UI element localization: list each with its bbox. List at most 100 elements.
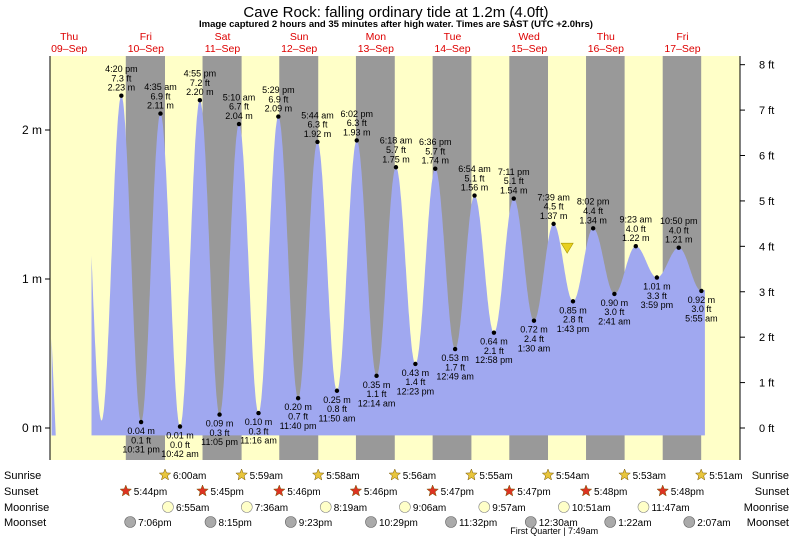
day-name-label: Sun bbox=[290, 31, 309, 43]
high-tide-label: 4:35 am bbox=[144, 82, 177, 92]
tide-point bbox=[354, 138, 359, 143]
high-tide-label: 6:18 am bbox=[380, 136, 413, 146]
moonrise-time: 8:19am bbox=[334, 503, 367, 514]
day-name-label: Wed bbox=[518, 31, 540, 43]
low-tide-label: 0.3 ft bbox=[210, 428, 231, 438]
high-tide-label: 10:50 pm bbox=[660, 216, 698, 226]
moonset-time: 10:29pm bbox=[379, 518, 418, 529]
chart-subtitle: Image captured 2 hours and 35 minutes af… bbox=[199, 19, 593, 30]
right-tick-label: 5 ft bbox=[759, 196, 774, 208]
sunset-icon bbox=[349, 484, 363, 497]
tide-point bbox=[158, 111, 163, 116]
low-tide-label: 0.09 m bbox=[206, 419, 234, 429]
moonrise-icon bbox=[478, 501, 491, 513]
sunrise-time: 6:00am bbox=[173, 471, 206, 482]
high-tide-label: 2.20 m bbox=[186, 87, 214, 97]
moonset-time: 7:06pm bbox=[138, 518, 171, 529]
high-tide-label: 7:11 pm bbox=[498, 167, 530, 177]
current-tide-marker bbox=[560, 242, 574, 254]
right-tick-label: 8 ft bbox=[759, 60, 774, 72]
high-tide-label: 7.3 ft bbox=[111, 73, 132, 83]
moonrise-icon bbox=[558, 501, 570, 513]
tide-point bbox=[433, 166, 438, 171]
high-tide-label: 5:10 am bbox=[223, 92, 256, 102]
low-tide-label: 0.8 ft bbox=[327, 404, 348, 414]
sunrise-icon bbox=[465, 468, 478, 481]
low-tide-label: 3.0 ft bbox=[604, 307, 625, 317]
moonset-time: 11:32pm bbox=[459, 518, 497, 529]
high-tide-label: 1.37 m bbox=[540, 211, 568, 221]
day-date-label: 12–Sep bbox=[281, 43, 317, 55]
axes: 0 m 1 m 2 m 0 ft 1 ft 2 ft 3 ft 4 ft 5 ft 6 ft 7 f… bbox=[22, 56, 774, 460]
high-tide-label: 2.11 m bbox=[147, 101, 174, 111]
tide-point bbox=[699, 288, 704, 294]
high-tide-label: 1.75 m bbox=[382, 154, 410, 164]
low-tide-label: 11:16 am bbox=[240, 436, 277, 446]
low-tide-label: 0.35 m bbox=[363, 380, 391, 390]
low-tide-label: 0.53 m bbox=[441, 353, 469, 363]
moonrise-icon bbox=[240, 501, 253, 513]
low-tide-label: 1.4 ft bbox=[405, 377, 426, 387]
tide-point bbox=[413, 361, 418, 367]
high-tide-label: 1.92 m bbox=[304, 129, 332, 139]
moonset-icon bbox=[284, 516, 297, 528]
high-tide-label: 1.93 m bbox=[343, 127, 371, 137]
high-tide-label: 1.54 m bbox=[500, 186, 528, 196]
low-tide-label: 0.10 m bbox=[245, 417, 273, 427]
day-name-label: Thu bbox=[597, 31, 615, 43]
low-tide-label: 12:14 am bbox=[358, 398, 396, 408]
low-tide-label: 0.85 m bbox=[559, 305, 587, 315]
sunset-icon bbox=[426, 484, 439, 497]
moonrise-icon bbox=[399, 501, 411, 513]
sunrise-icon bbox=[694, 468, 708, 481]
sunset-time: 5:48pm bbox=[671, 487, 704, 498]
sunrise-time: 5:51am bbox=[709, 471, 742, 482]
tide-point bbox=[256, 410, 261, 416]
high-tide-label: 9:23 am bbox=[620, 215, 653, 225]
high-tide-label: 4:55 pm bbox=[184, 69, 217, 79]
moonset-icon bbox=[604, 516, 617, 528]
low-tide-label: 0.0 ft bbox=[170, 440, 191, 450]
row-label-right: Sunrise bbox=[752, 470, 789, 482]
day-date-label: 14–Sep bbox=[434, 43, 470, 55]
high-tide-label: 6:36 pm bbox=[419, 137, 452, 147]
day-date-label: 11–Sep bbox=[205, 43, 241, 55]
tide-point bbox=[334, 388, 340, 393]
left-tick-label: 2 m bbox=[22, 123, 42, 137]
low-tide-label: 3.0 ft bbox=[691, 304, 712, 314]
high-tide-label: 6.9 ft bbox=[150, 91, 171, 101]
day-name-label: Tue bbox=[444, 31, 462, 43]
sunset-time: 5:46pm bbox=[287, 487, 320, 498]
day-date-label: 13–Sep bbox=[358, 43, 394, 55]
low-tide-label: 10:31 pm bbox=[122, 445, 160, 455]
high-tide-label: 6:02 pm bbox=[340, 109, 373, 119]
high-tide-label: 4:20 pm bbox=[105, 64, 138, 74]
sunset-icon bbox=[579, 484, 593, 497]
day-date-label: 17–Sep bbox=[664, 43, 700, 55]
day-headers: Thu09–SepFri10–SepSat11–SepSun12–SepMon1… bbox=[51, 31, 701, 55]
sunrise-time: 5:53am bbox=[633, 471, 666, 482]
day-date-label: 16–Sep bbox=[588, 43, 624, 55]
right-tick-label: 1 ft bbox=[759, 378, 774, 390]
tide-point bbox=[570, 299, 576, 304]
sunset-time: 5:44pm bbox=[134, 487, 167, 498]
sunrise-icon bbox=[158, 468, 172, 481]
high-tide-label: 4.5 ft bbox=[544, 202, 565, 212]
moonrise-time: 11:47am bbox=[651, 503, 689, 514]
low-tide-label: 2:41 am bbox=[598, 317, 631, 327]
moonrise-time: 9:57am bbox=[492, 503, 525, 514]
low-tide-label: 0.3 ft bbox=[248, 426, 269, 436]
water-edge bbox=[51, 338, 56, 436]
sun-moon-rows: Sunrise Sunrise 6:00am 5:59am 5:58am 5:56am 5:… bbox=[4, 468, 789, 536]
tide-point bbox=[472, 193, 477, 198]
sunrise-icon bbox=[541, 468, 555, 481]
low-tide-label: 11:50 am bbox=[319, 413, 356, 423]
high-tide-label: 6.9 ft bbox=[268, 94, 289, 104]
low-tide-label: 1.01 m bbox=[643, 282, 671, 292]
moonrise-icon bbox=[637, 501, 650, 513]
high-tide-label: 5:29 pm bbox=[262, 85, 295, 95]
high-tide-label: 1.74 m bbox=[421, 156, 449, 166]
low-tide-label: 2.4 ft bbox=[524, 334, 545, 344]
sunset-time: 5:48pm bbox=[594, 487, 627, 498]
moonset-icon bbox=[683, 516, 696, 528]
